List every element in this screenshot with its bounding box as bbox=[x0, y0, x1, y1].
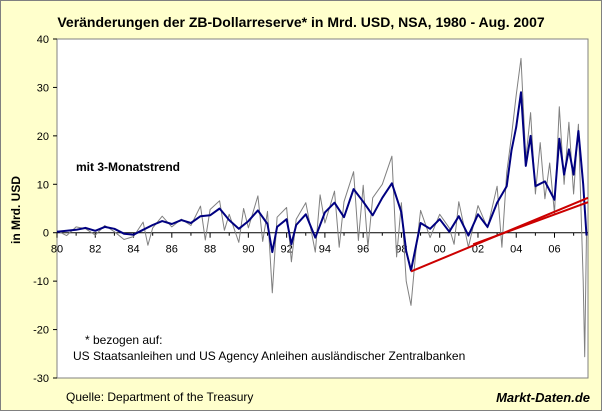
x-tick-label: 88 bbox=[204, 244, 216, 256]
x-tick-label: 86 bbox=[166, 244, 178, 256]
x-axis: 80 82 84 86 88 90 92 94 96 98 00 02 04 06 bbox=[51, 232, 588, 256]
series-line-3-month-trend bbox=[56, 91, 588, 272]
brand-label: Markt-Daten.de bbox=[496, 390, 590, 405]
x-tick-label: 80 bbox=[51, 244, 63, 256]
footnote-line-1: * bezogen auf: bbox=[85, 333, 162, 347]
y-tick-label: -30 bbox=[33, 373, 49, 385]
x-tick-label: 02 bbox=[472, 244, 484, 256]
x-tick-label: 00 bbox=[434, 244, 446, 256]
footnote-line-2: US Staatsanleihen und US Agency Anleihen… bbox=[73, 349, 465, 363]
chart-title: Veränderungen der ZB-Dollarreserve* in M… bbox=[57, 14, 545, 30]
x-tick-label: 82 bbox=[89, 244, 101, 256]
x-tick-label: 04 bbox=[510, 244, 522, 256]
trend-annotation: mit 3-Monatstrend bbox=[76, 160, 180, 174]
x-tick-label: 06 bbox=[548, 244, 560, 256]
y-tick-label: 30 bbox=[37, 82, 49, 94]
y-tick-label: 0 bbox=[43, 228, 49, 240]
y-axis: -30 -20 -10 0 10 20 30 40 bbox=[33, 34, 57, 385]
trendline-lower bbox=[472, 201, 589, 246]
x-tick-label: 96 bbox=[357, 244, 369, 256]
x-tick-label: 90 bbox=[242, 244, 254, 256]
y-tick-label: 20 bbox=[37, 131, 49, 143]
series-group bbox=[56, 57, 589, 358]
source-label: Quelle: Department of the Treasury bbox=[66, 390, 253, 404]
y-tick-label: 10 bbox=[37, 179, 49, 191]
y-tick-label: -20 bbox=[33, 325, 49, 337]
y-tick-label: -10 bbox=[33, 276, 49, 288]
y-tick-label: 40 bbox=[37, 34, 49, 46]
y-axis-label: in Mrd. USD bbox=[9, 176, 23, 244]
x-tick-label: 84 bbox=[127, 244, 139, 256]
x-tick-label: 94 bbox=[319, 244, 331, 256]
